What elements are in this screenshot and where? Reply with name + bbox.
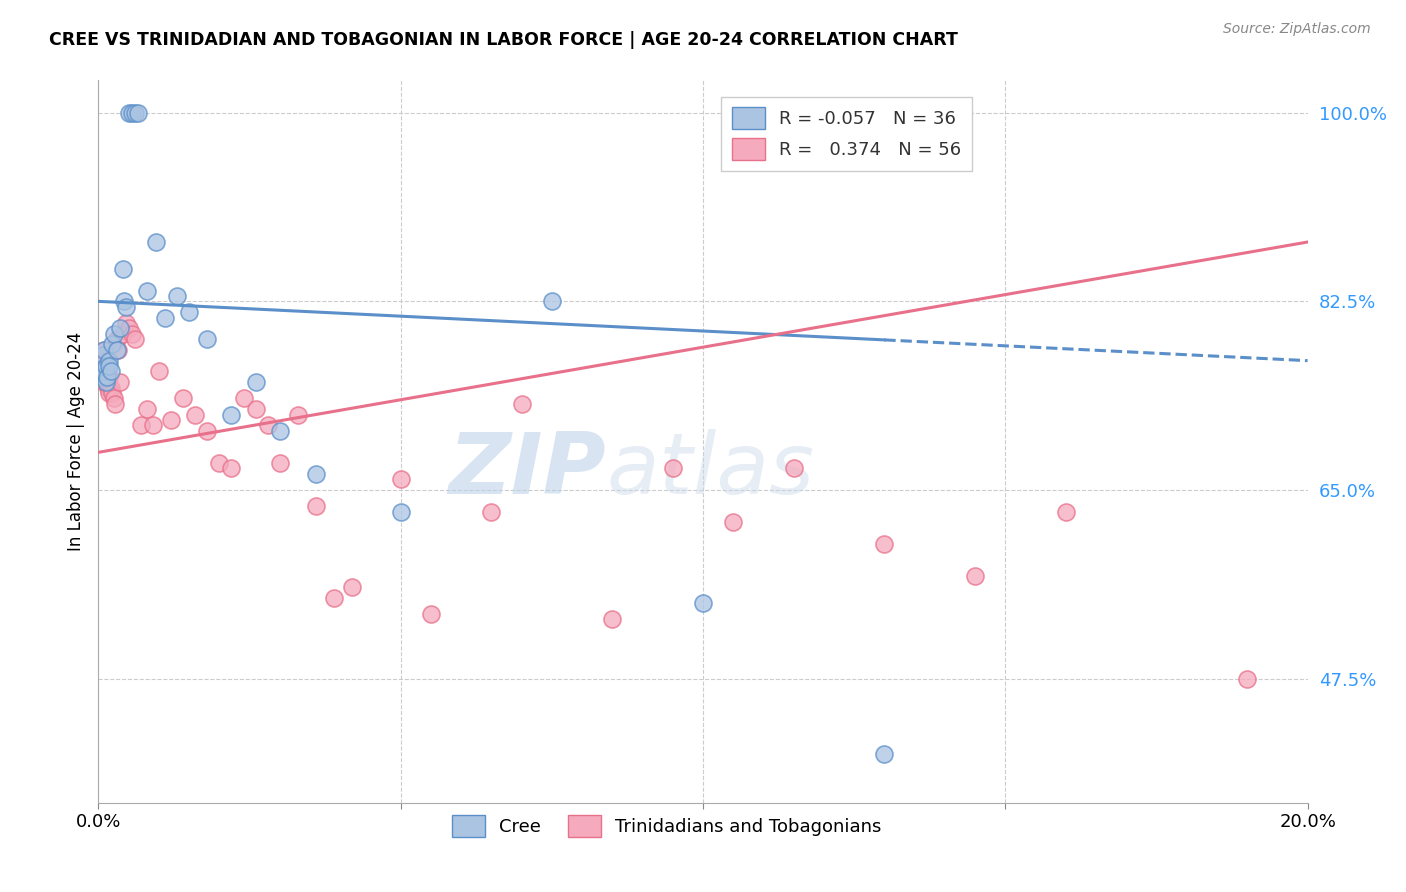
Point (661, 461, 683, 475)
Point (96, 364, 118, 378)
Point (221, 461, 243, 475)
Point (420, 607, 443, 621)
Point (91, 348, 114, 362)
Point (94, 353, 117, 368)
Point (129, 418, 152, 433)
Point (1054, 505, 1077, 519)
Point (481, 505, 503, 519)
Point (93, 343, 115, 357)
Point (965, 569, 987, 583)
Point (166, 289, 188, 303)
Point (91, 359, 114, 373)
Text: CREE VS TRINIDADIAN AND TOBAGONIAN IN LABOR FORCE | AGE 20-24 CORRELATION CHART: CREE VS TRINIDADIAN AND TOBAGONIAN IN LA… (49, 31, 957, 49)
Point (104, 397, 127, 411)
Point (121, 105, 143, 120)
Point (208, 456, 231, 470)
Text: Source: ZipAtlas.com: Source: ZipAtlas.com (1223, 22, 1371, 37)
Point (94, 359, 117, 373)
Point (105, 332, 128, 346)
Point (153, 310, 176, 325)
Point (111, 262, 134, 277)
Point (873, 747, 896, 762)
Point (114, 300, 136, 314)
Point (323, 591, 346, 605)
Point (172, 392, 194, 406)
Point (93, 364, 115, 378)
Point (98, 369, 121, 384)
Point (179, 305, 201, 319)
Point (184, 408, 207, 422)
Point (93, 343, 115, 357)
Point (91, 369, 114, 384)
Point (124, 105, 146, 120)
Point (107, 343, 129, 357)
Point (221, 408, 243, 422)
Text: atlas: atlas (606, 429, 814, 512)
Point (91, 369, 114, 384)
Point (96, 376, 118, 390)
Point (114, 316, 136, 330)
Point (540, 294, 562, 309)
Point (118, 321, 141, 335)
Point (389, 505, 412, 519)
Text: ZIP: ZIP (449, 429, 606, 512)
Point (96, 369, 118, 384)
Point (287, 408, 309, 422)
Point (602, 612, 624, 626)
Point (245, 376, 267, 390)
Point (245, 402, 267, 417)
Point (97, 381, 120, 395)
Point (135, 284, 157, 298)
Point (108, 376, 131, 390)
Point (124, 332, 146, 346)
Point (342, 580, 364, 594)
Point (98, 359, 121, 373)
Point (100, 386, 122, 401)
Point (103, 326, 125, 341)
Point (135, 402, 157, 417)
Point (723, 516, 745, 530)
Point (103, 392, 125, 406)
Point (97, 386, 120, 401)
Point (389, 472, 412, 486)
Point (692, 596, 714, 610)
Point (1236, 672, 1258, 686)
Point (148, 364, 170, 378)
Point (100, 364, 122, 378)
Point (96, 369, 118, 384)
Point (305, 500, 328, 514)
Legend: Cree, Trinidadians and Tobagonians: Cree, Trinidadians and Tobagonians (444, 808, 889, 845)
Point (105, 343, 128, 357)
Point (91, 364, 114, 378)
Point (145, 235, 167, 249)
Point (100, 337, 122, 351)
Point (111, 326, 134, 341)
Point (94, 359, 117, 373)
Point (90, 353, 112, 368)
Point (269, 456, 291, 470)
Point (160, 413, 183, 427)
Point (100, 381, 122, 395)
Point (142, 418, 165, 433)
Point (269, 424, 291, 438)
Point (305, 467, 328, 481)
Point (256, 418, 278, 433)
Point (90, 364, 112, 378)
Point (93, 376, 115, 390)
Point (873, 537, 896, 551)
Point (232, 392, 254, 406)
Point (108, 321, 131, 335)
Point (783, 461, 806, 475)
Point (112, 294, 135, 309)
Point (195, 424, 218, 438)
Point (118, 105, 141, 120)
Point (96, 376, 118, 390)
Point (195, 332, 218, 346)
Point (97, 353, 120, 368)
Point (127, 105, 149, 120)
Point (510, 397, 533, 411)
Point (121, 326, 143, 341)
Y-axis label: In Labor Force | Age 20-24: In Labor Force | Age 20-24 (66, 332, 84, 551)
